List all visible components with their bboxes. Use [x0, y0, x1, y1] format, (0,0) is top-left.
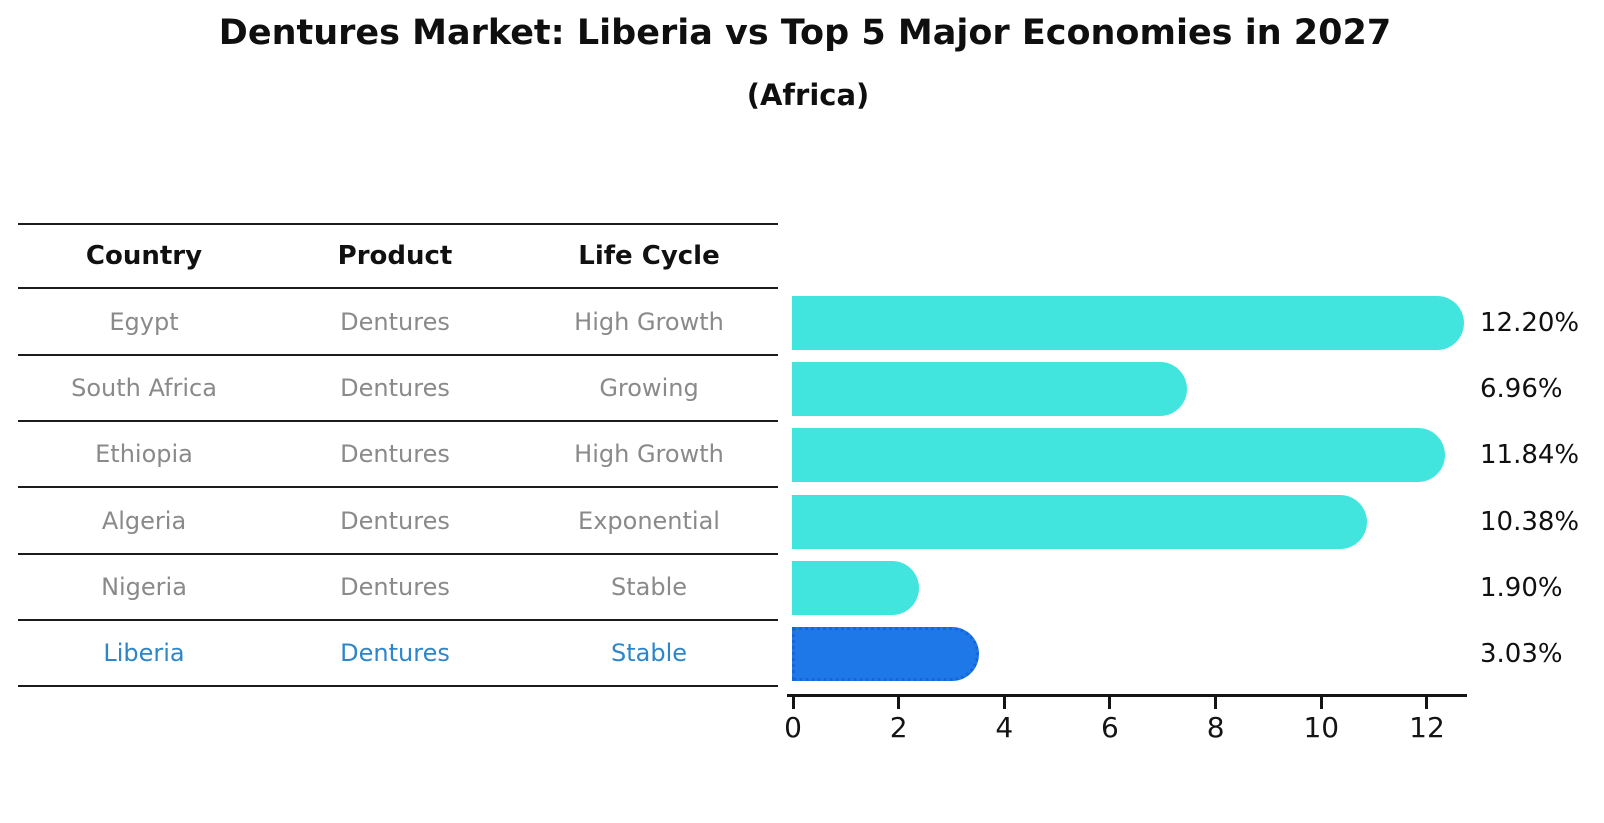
x-axis-tick-6 [1108, 697, 1112, 709]
cell-product: Dentures [340, 440, 450, 468]
cell-life_cycle: High Growth [574, 440, 724, 468]
x-axis-tick-label-10: 10 [1303, 711, 1340, 744]
bar-algeria [792, 494, 1368, 549]
x-axis-tick-0 [791, 697, 795, 709]
table-row-algeria: Algeria Dentures Exponential [18, 488, 778, 555]
x-axis-tick-2 [897, 697, 901, 709]
x-axis-tick-label-0: 0 [784, 711, 802, 744]
table-row-ethiopia: Ethiopia Dentures High Growth [18, 422, 778, 488]
x-axis-line [787, 694, 1467, 697]
cell-life_cycle: Exponential [578, 506, 720, 535]
x-axis-tick-label-8: 8 [1206, 711, 1225, 744]
cell-country: Ethiopia [95, 440, 193, 468]
bar-value-label-algeria: 10.38% [1480, 506, 1580, 537]
table-row-nigeria: Nigeria Dentures Stable [18, 555, 778, 621]
x-axis-tick-label-2: 2 [889, 711, 908, 744]
bar-value-label-south-africa: 6.96% [1480, 374, 1563, 404]
header-cell-country: Country [85, 241, 203, 271]
cell-country: Algeria [101, 506, 187, 535]
table-row-egypt: Egypt Dentures High Growth [18, 289, 778, 356]
cell-country: Egypt [109, 307, 179, 336]
header-cell-product: Product [337, 241, 453, 271]
chart-subtitle: (Africa) [746, 78, 870, 112]
bar-south-africa [792, 362, 1187, 416]
chart-title: Dentures Market: Liberia vs Top 5 Major … [218, 13, 1392, 53]
cell-life_cycle: High Growth [574, 307, 724, 336]
x-axis-tick-label-4: 4 [995, 711, 1014, 744]
cell-product: Dentures [340, 639, 450, 667]
cell-product: Dentures [340, 506, 450, 535]
cell-product: Dentures [340, 573, 450, 601]
table-header-row: Country Product Life Cycle [18, 223, 778, 289]
cell-product: Dentures [340, 374, 450, 402]
x-axis-tick-4 [1002, 697, 1006, 709]
bar-value-label-ethiopia: 11.84% [1480, 440, 1580, 470]
cell-life_cycle: Stable [610, 639, 688, 667]
x-axis-tick-12 [1425, 697, 1429, 709]
cell-country: Liberia [103, 639, 185, 667]
cell-country: South Africa [71, 374, 217, 402]
table-row-liberia: Liberia Dentures Stable [18, 621, 778, 687]
bar-value-label-egypt: 12.20% [1480, 307, 1580, 338]
bar-value-label-nigeria: 1.90% [1480, 573, 1563, 603]
table-row-south-africa: South Africa Dentures Growing [18, 356, 778, 422]
header-cell-life_cycle: Life Cycle [578, 241, 720, 271]
cell-life_cycle: Stable [610, 573, 688, 601]
bar-value-label-liberia: 3.03% [1480, 639, 1563, 669]
cell-country: Nigeria [101, 573, 187, 601]
bar-liberia [792, 627, 980, 681]
cell-life_cycle: Growing [599, 374, 699, 402]
x-axis-tick-label-6: 6 [1101, 711, 1119, 744]
bar-nigeria [792, 561, 920, 615]
bar-egypt [792, 295, 1464, 350]
cell-product: Dentures [340, 307, 450, 336]
x-axis-tick-8 [1214, 697, 1218, 709]
x-axis-tick-label-12: 12 [1409, 711, 1445, 744]
x-axis-tick-10 [1319, 697, 1323, 709]
bar-ethiopia [792, 428, 1445, 482]
